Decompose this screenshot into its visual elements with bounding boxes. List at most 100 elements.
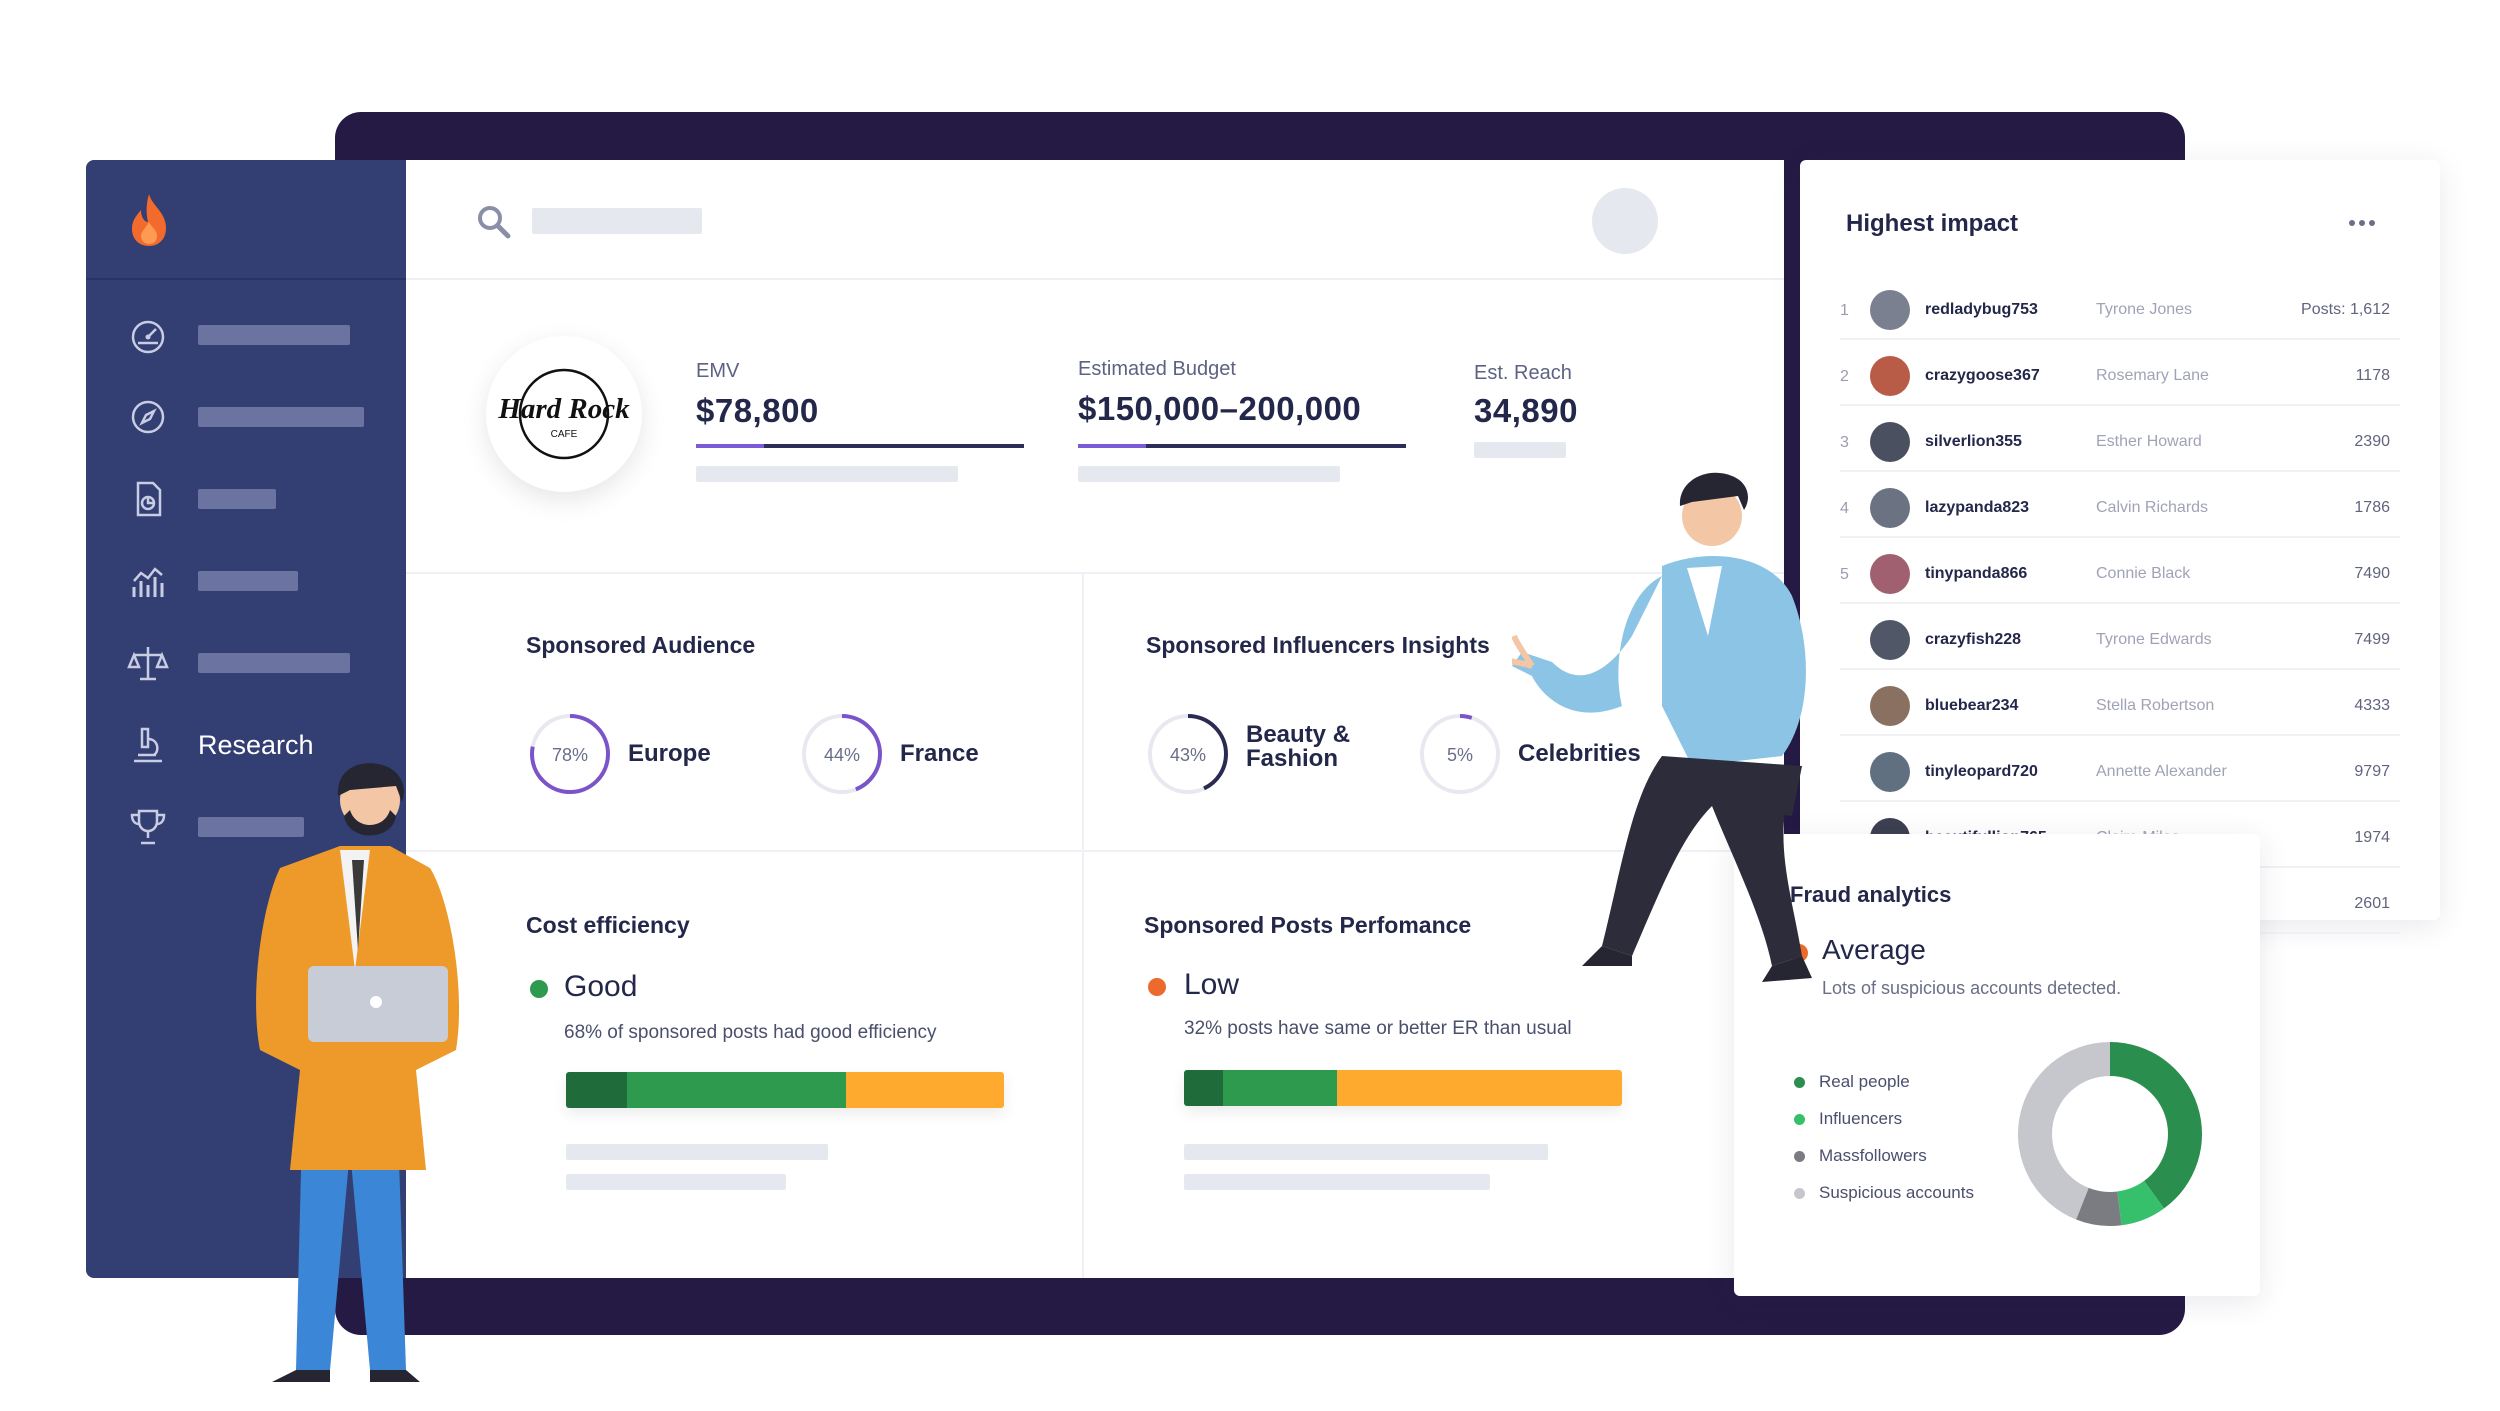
budget-placeholder (1078, 466, 1340, 482)
donut-slice (2117, 1180, 2165, 1226)
sidebar-item-placeholder (198, 571, 298, 591)
compass-icon (131, 400, 165, 434)
balance-icon (127, 647, 169, 681)
row-posts: Posts: 1,612 (2301, 301, 2390, 318)
bar-segment (1223, 1070, 1338, 1106)
legend-item: Massfollowers (1794, 1146, 1927, 1166)
svg-text:CAFE: CAFE (551, 429, 578, 440)
row-posts: 7490 (2354, 565, 2390, 582)
posts-perf-status: Low (1184, 968, 1240, 1001)
flame-logo-icon[interactable] (126, 192, 172, 248)
row-username[interactable]: lazypanda823 (1925, 499, 2030, 516)
analytics-icon (132, 567, 164, 597)
avatar (1870, 620, 1910, 660)
divider (1082, 574, 1084, 1278)
legend-label: Real people (1819, 1072, 1910, 1091)
sidebar-item-research[interactable]: Research (126, 720, 386, 770)
row-fullname: Connie Black (2096, 565, 2191, 582)
insights-label-line: Fashion (1246, 745, 1339, 772)
row-username[interactable]: silverlion355 (1925, 433, 2022, 450)
budget-value: $150,000–200,000 (1078, 390, 1362, 427)
row-username[interactable]: tinypanda866 (1925, 565, 2028, 582)
table-row[interactable]: 5 tinypanda866 Connie Black 7490 (1840, 548, 2400, 604)
posts-perf-placeholder (1184, 1144, 1548, 1160)
avatar (1870, 290, 1910, 330)
trophy-icon (130, 809, 166, 845)
audience-title: Sponsored Audience (526, 632, 756, 658)
hard-rock-logo-icon: Hard Rock CAFE (497, 368, 630, 460)
search-icon[interactable] (476, 204, 512, 240)
svg-text:43%: 43% (1170, 745, 1206, 765)
row-posts: 9797 (2354, 763, 2390, 780)
table-row[interactable]: tinyleopard720 Annette Alexander 9797 (1840, 746, 2400, 802)
audience-label-france: France (900, 740, 979, 767)
table-row[interactable]: bluebear234 Stella Robertson 4333 (1840, 680, 2400, 736)
table-row[interactable]: 3 silverlion355 Esther Howard 2390 (1840, 416, 2400, 472)
user-avatar[interactable] (1592, 188, 1658, 254)
svg-text:5%: 5% (1447, 745, 1473, 765)
table-row[interactable]: 4 lazypanda823 Calvin Richards 1786 (1840, 482, 2400, 538)
row-username[interactable]: tinyleopard720 (1925, 763, 2038, 780)
row-posts: 7499 (2354, 631, 2390, 648)
bar-segment (627, 1072, 847, 1108)
svg-text:44%: 44% (824, 745, 860, 765)
legend-label: Massfollowers (1819, 1146, 1927, 1165)
row-fullname: Calvin Richards (2096, 499, 2209, 516)
audience-ring-europe: 78% (530, 714, 610, 794)
sidebar-item-reports[interactable] (126, 474, 386, 524)
fraud-donut-chart (2018, 1042, 2202, 1226)
legend-swatch (1794, 1187, 1805, 1199)
sidebar-logo-area (86, 160, 406, 280)
illustration-person-sitting (1512, 472, 1812, 982)
legend-swatch (1794, 1113, 1805, 1125)
cost-status: Good (564, 970, 638, 1003)
fraud-title: Fraud analytics (1790, 882, 1952, 907)
legend-swatch (1794, 1076, 1805, 1088)
sidebar-item-label: Research (198, 729, 314, 760)
avatar (1870, 752, 1910, 792)
cost-placeholder (566, 1174, 786, 1190)
sidebar-item-placeholder (198, 489, 276, 509)
bar-segment (1337, 1070, 1622, 1106)
fraud-description: Lots of suspicious accounts detected. (1822, 978, 2122, 998)
row-username[interactable]: redladybug753 (1925, 301, 2038, 318)
cost-title: Cost efficiency (526, 912, 690, 938)
divider (406, 850, 1784, 852)
row-username[interactable]: crazygoose367 (1925, 367, 2040, 384)
table-row[interactable]: 2 crazygoose367 Rosemary Lane 1178 (1840, 350, 2400, 406)
table-row[interactable]: crazyfish228 Tyrone Edwards 7499 (1840, 614, 2400, 670)
row-username[interactable]: crazyfish228 (1925, 631, 2022, 648)
reach-placeholder (1474, 442, 1566, 458)
sidebar-item-compare[interactable] (126, 638, 386, 688)
row-posts: 1786 (2354, 499, 2390, 516)
row-rank: 1 (1840, 302, 1849, 319)
svg-text:Hard Rock: Hard Rock (497, 393, 630, 425)
sidebar-item-awards[interactable] (126, 802, 386, 852)
legend-label: Influencers (1819, 1109, 1903, 1128)
sidebar-item-placeholder (198, 817, 304, 837)
table-row[interactable]: 1 redladybug753 Tyrone Jones Posts: 1,612 (1840, 284, 2400, 340)
search-input[interactable] (532, 208, 702, 234)
row-fullname: Tyrone Jones (2096, 301, 2193, 318)
emv-underline (696, 444, 1024, 448)
sidebar-item-placeholder (198, 325, 350, 345)
avatar (1870, 356, 1910, 396)
donut-slice (2018, 1042, 2110, 1220)
cost-placeholder (566, 1144, 828, 1160)
budget-underline (1078, 444, 1406, 448)
bar-segment (1184, 1070, 1224, 1106)
microscope-icon (134, 727, 162, 763)
emv-underline-accent (696, 444, 764, 448)
row-username[interactable]: bluebear234 (1925, 697, 2019, 714)
legend-item: Real people (1794, 1072, 1910, 1092)
insights-label-line: Beauty & (1246, 721, 1351, 748)
sidebar-item-discover[interactable] (126, 392, 386, 442)
highest-impact-title: Highest impact (1846, 210, 2019, 237)
top-bar (406, 160, 1784, 280)
more-horizontal-icon[interactable] (2348, 218, 2376, 228)
row-fullname: Tyrone Edwards (2096, 631, 2212, 648)
illustration-person-laptop (256, 763, 460, 1382)
posts-perf-title: Sponsored Posts Perfomance (1144, 912, 1472, 938)
sidebar-item-dashboard[interactable] (126, 310, 386, 360)
sidebar-item-analytics[interactable] (126, 556, 386, 606)
